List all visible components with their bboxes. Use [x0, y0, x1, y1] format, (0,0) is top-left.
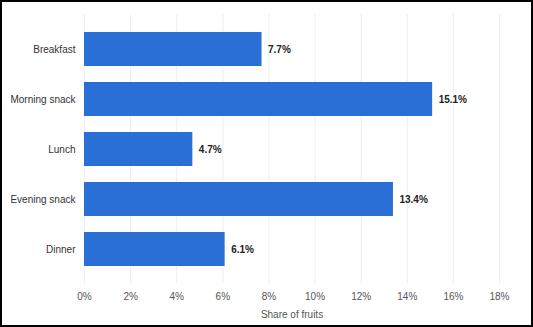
svg-text:14%: 14%: [397, 291, 417, 302]
svg-text:Breakfast: Breakfast: [33, 44, 75, 55]
svg-text:12%: 12%: [351, 291, 371, 302]
svg-text:10%: 10%: [305, 291, 325, 302]
svg-text:8%: 8%: [262, 291, 277, 302]
svg-text:6.1%: 6.1%: [231, 244, 254, 255]
svg-text:Share of fruits: Share of fruits: [261, 309, 323, 320]
svg-text:Lunch: Lunch: [48, 144, 75, 155]
svg-text:6%: 6%: [216, 291, 231, 302]
svg-text:7.7%: 7.7%: [268, 44, 291, 55]
svg-text:Morning snack: Morning snack: [10, 94, 76, 105]
svg-text:18%: 18%: [489, 291, 509, 302]
svg-text:Dinner: Dinner: [46, 244, 76, 255]
svg-text:13.4%: 13.4%: [399, 194, 427, 205]
svg-text:16%: 16%: [443, 291, 463, 302]
svg-text:2%: 2%: [123, 291, 138, 302]
svg-text:4%: 4%: [169, 291, 184, 302]
svg-text:15.1%: 15.1%: [439, 94, 467, 105]
svg-text:4.7%: 4.7%: [199, 144, 222, 155]
svg-text:Evening snack: Evening snack: [10, 194, 76, 205]
svg-text:0%: 0%: [77, 291, 92, 302]
